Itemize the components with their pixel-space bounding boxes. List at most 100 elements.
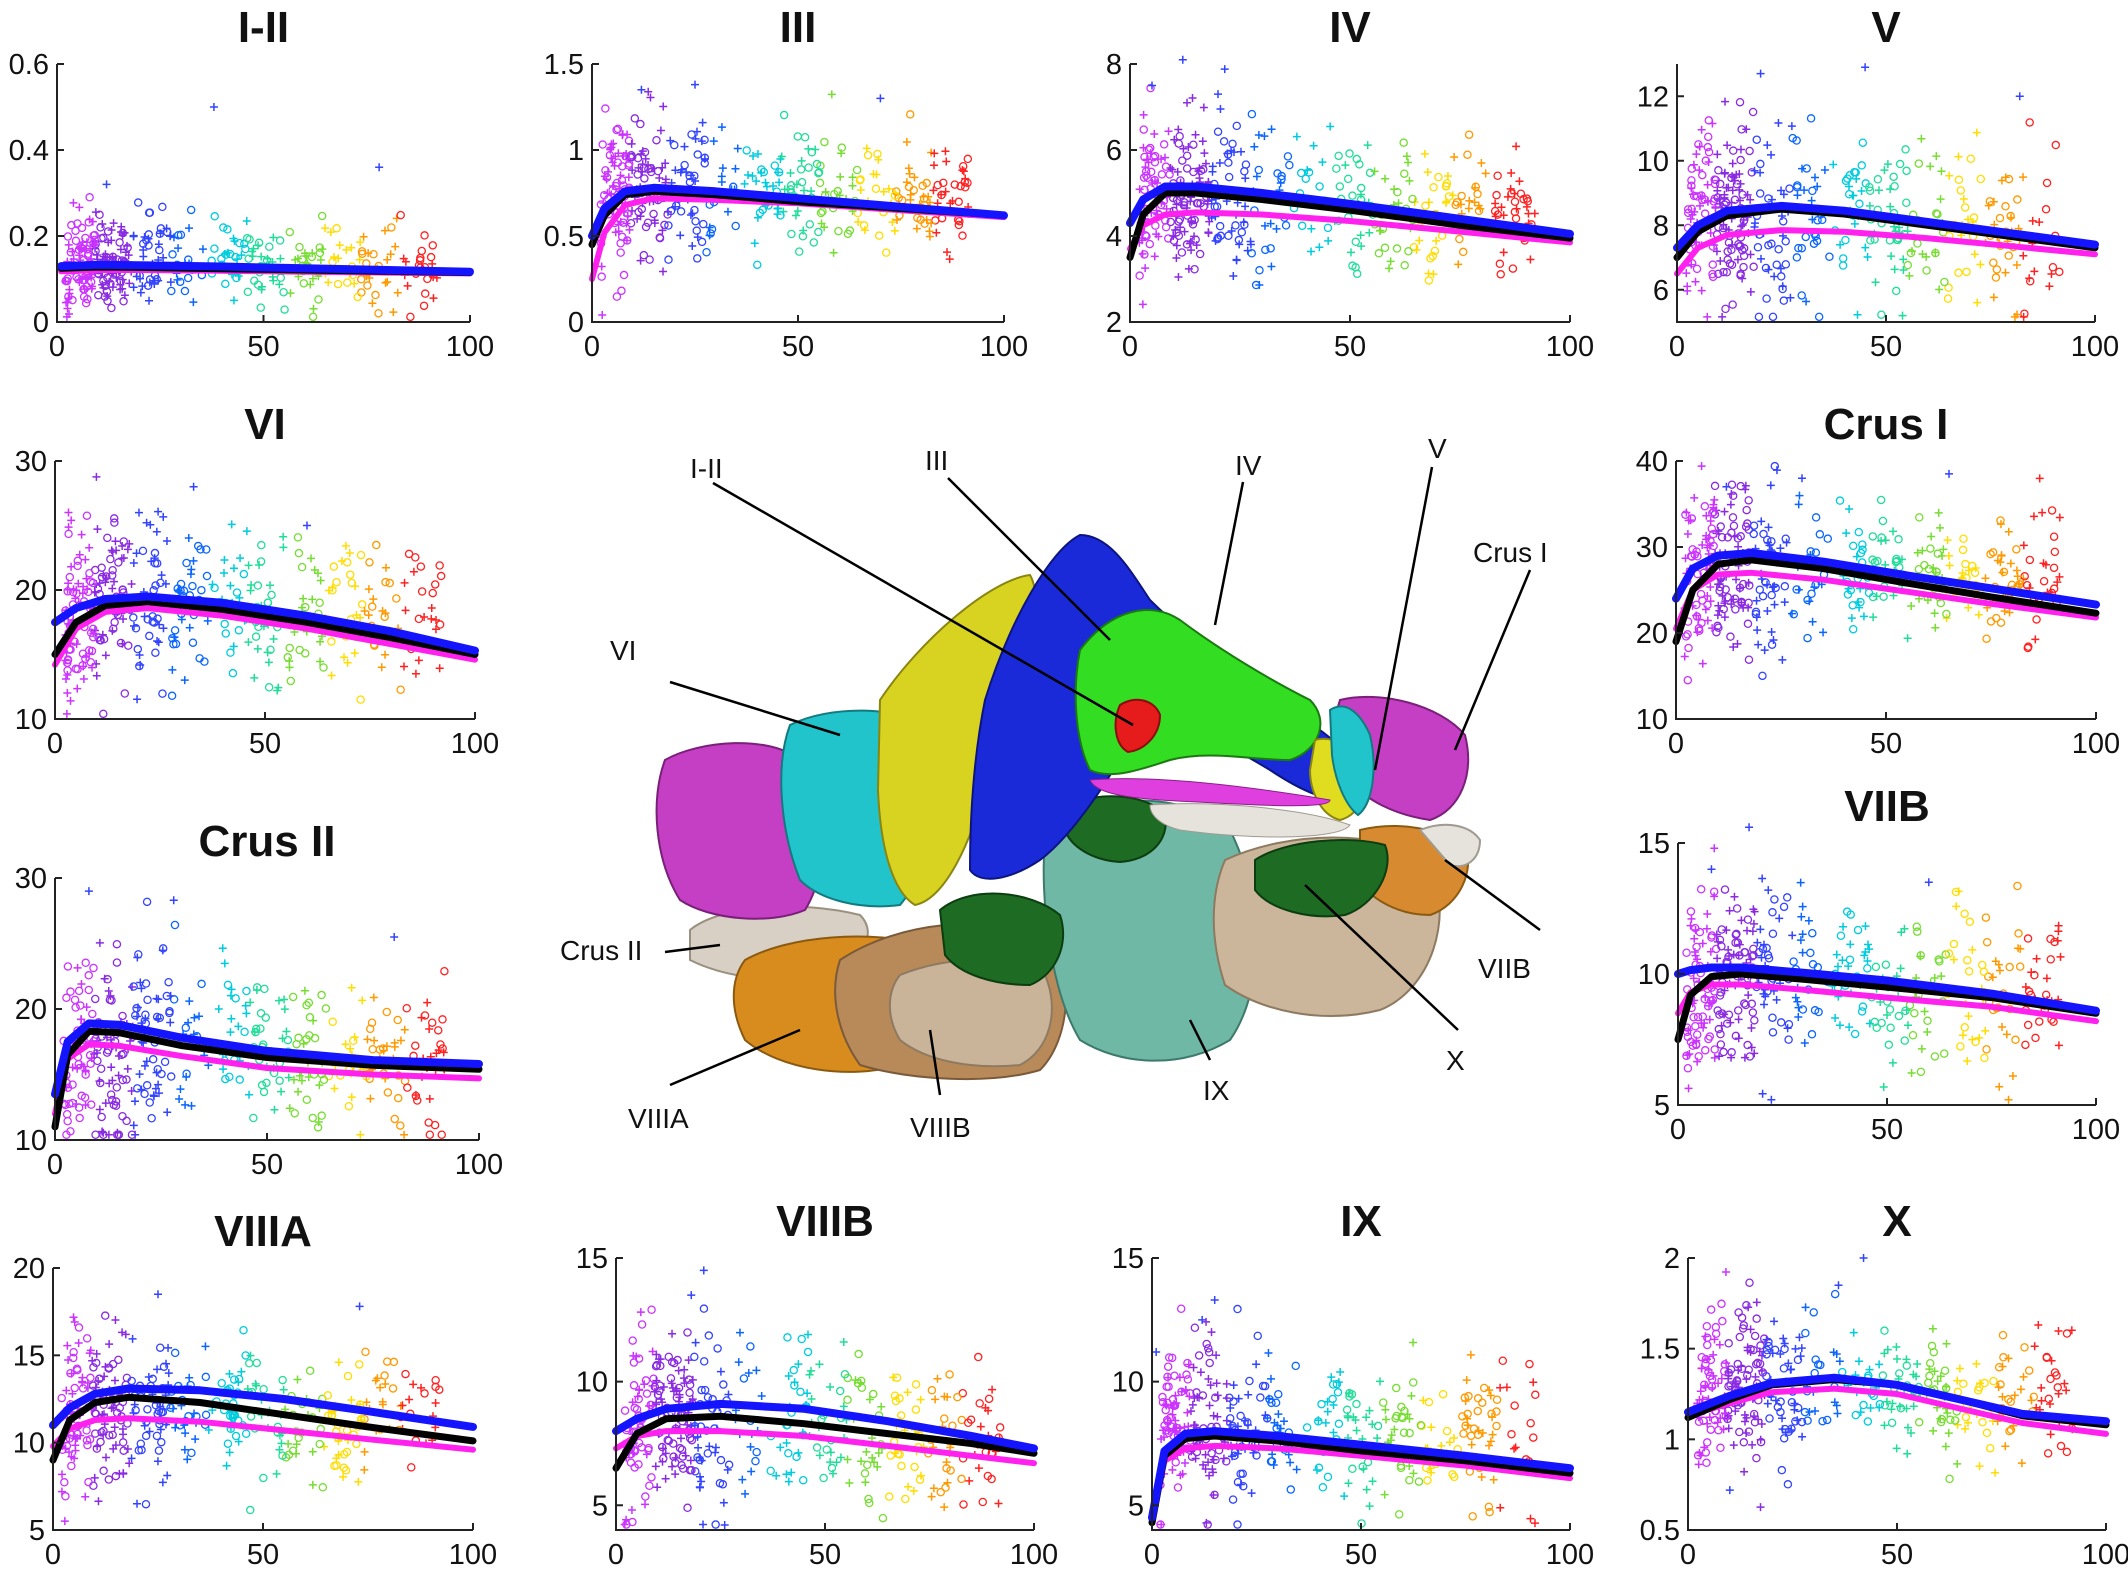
data-point	[97, 563, 106, 572]
data-point	[420, 231, 429, 240]
data-point	[133, 198, 143, 207]
data-point	[1889, 527, 1898, 536]
data-point	[1728, 159, 1737, 168]
data-point	[235, 1075, 244, 1084]
data-point	[1463, 150, 1472, 159]
data-point	[759, 167, 769, 177]
data-point	[597, 272, 606, 281]
data-point	[807, 147, 817, 157]
data-point	[942, 157, 951, 166]
data-point	[994, 1499, 1003, 1508]
data-point	[1914, 159, 1924, 168]
data-point	[692, 226, 701, 235]
data-point	[937, 190, 946, 199]
data-point	[1343, 174, 1353, 184]
data-point	[164, 977, 173, 987]
data-point	[1976, 260, 1985, 269]
data-point	[1370, 167, 1379, 176]
data-point	[1467, 1440, 1476, 1449]
data-point	[798, 1475, 808, 1485]
data-point	[1719, 1047, 1728, 1057]
data-point	[691, 1338, 700, 1347]
data-point	[1490, 206, 1500, 216]
data-point	[235, 238, 244, 248]
data-point	[1690, 947, 1699, 956]
data-point	[1708, 260, 1718, 269]
data-point	[62, 1109, 72, 1119]
data-point	[153, 637, 162, 646]
data-point	[2008, 1072, 2017, 1081]
outlier-point	[1924, 878, 1933, 887]
data-point	[1744, 496, 1753, 505]
data-point	[1365, 228, 1374, 237]
data-point	[603, 167, 612, 176]
data-point	[1694, 1052, 1703, 1061]
data-point	[837, 149, 846, 158]
data-point	[2013, 881, 2022, 891]
data-point	[74, 1323, 84, 1332]
data-point	[80, 284, 89, 294]
data-point	[1510, 1444, 1519, 1453]
data-point	[698, 118, 707, 127]
data-point	[119, 615, 128, 624]
data-point	[1734, 542, 1743, 551]
data-point	[435, 620, 445, 629]
data-point	[106, 554, 115, 564]
data-point	[777, 152, 786, 161]
data-point	[1160, 153, 1169, 162]
data-point	[1727, 489, 1736, 498]
data-point	[342, 558, 352, 567]
data-point	[204, 1425, 213, 1434]
data-point	[1907, 601, 1916, 610]
data-point	[180, 286, 190, 296]
data-point	[932, 228, 941, 237]
data-point	[430, 580, 440, 589]
data-point	[1254, 131, 1263, 140]
data-point	[1141, 264, 1150, 273]
data-point	[1716, 179, 1725, 189]
data-point	[614, 227, 623, 236]
data-point	[1175, 131, 1184, 141]
data-point	[607, 140, 616, 149]
data-point	[683, 1328, 692, 1337]
data-point	[345, 549, 354, 558]
data-point	[277, 1439, 286, 1448]
data-point	[719, 1380, 728, 1389]
data-point	[1756, 925, 1765, 934]
data-point	[941, 187, 950, 196]
data-point	[1772, 466, 1781, 475]
data-point	[1940, 277, 1949, 287]
chart-title-viiib: VIIIB	[776, 1197, 874, 1246]
data-point	[1757, 254, 1765, 263]
data-point	[350, 1033, 359, 1042]
data-point	[1811, 513, 1821, 522]
data-point	[225, 1448, 234, 1457]
data-point	[244, 561, 253, 570]
data-point	[671, 201, 681, 210]
data-point	[411, 669, 420, 678]
data-point	[706, 229, 715, 238]
data-point	[2049, 584, 2059, 593]
data-point	[940, 1503, 949, 1512]
data-point	[1174, 273, 1183, 282]
data-point	[433, 1026, 443, 1035]
data-point	[879, 187, 888, 196]
data-point	[411, 1041, 420, 1050]
data-point	[396, 685, 405, 695]
data-point	[345, 570, 355, 579]
data-point	[72, 640, 81, 649]
data-point	[294, 1033, 303, 1043]
data-point	[1215, 159, 1224, 168]
data-point	[110, 1376, 119, 1385]
data-point	[896, 1411, 906, 1420]
y-tick-label: 1.5	[544, 49, 584, 81]
data-point	[1352, 1399, 1361, 1409]
data-point	[1233, 1304, 1242, 1314]
data-point	[1866, 1403, 1875, 1412]
data-point	[1138, 300, 1147, 309]
data-point	[275, 996, 284, 1005]
data-point	[912, 224, 921, 233]
outlier-point	[355, 1302, 364, 1311]
data-point	[733, 144, 742, 153]
data-point	[1229, 272, 1238, 281]
